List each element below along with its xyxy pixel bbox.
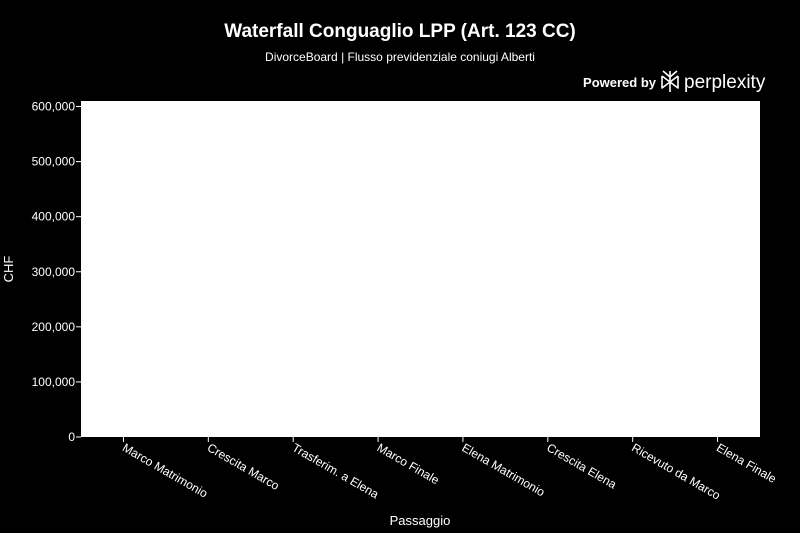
perplexity-logo-icon — [661, 70, 679, 92]
x-tick-label: Crescita Marco — [205, 440, 282, 493]
chart-subtitle: DivorceBoard | Flusso previdenziale coni… — [265, 50, 535, 64]
y-axis-title: CHF — [1, 256, 16, 283]
x-axis-title: Passaggio — [390, 513, 451, 528]
x-tick-label: Crescita Elena — [544, 440, 619, 491]
x-tick-label: Ricevuto da Marco — [629, 440, 723, 502]
x-tick-label: Elena Finale — [714, 440, 779, 486]
y-tick-label: 100,000 — [32, 375, 76, 389]
powered-by-label: Powered by — [583, 75, 657, 90]
perplexity-brand-name: perplexity — [684, 72, 766, 93]
x-tick-label: Marco Matrimonio — [120, 440, 210, 500]
y-tick-label: 500,000 — [32, 155, 76, 169]
chart-title: Waterfall Conguaglio LPP (Art. 123 CC) — [224, 21, 576, 42]
y-tick-label: 600,000 — [32, 100, 76, 114]
x-tick-label: Trasferim. a Elena — [290, 440, 382, 501]
y-tick-label: 400,000 — [32, 210, 76, 224]
x-tick-label: Marco Finale — [375, 440, 442, 487]
y-axis: 0 100,000 200,000 300,000 400,000 500,000 600,… — [32, 100, 81, 444]
plot-area — [81, 101, 760, 437]
y-tick-label: 0 — [68, 430, 75, 444]
x-tick-label: Elena Matrimonio — [459, 440, 547, 499]
y-tick-label: 300,000 — [32, 265, 76, 279]
powered-by-badge: Powered by perplexity — [583, 70, 766, 93]
y-tick-label: 200,000 — [32, 320, 76, 334]
